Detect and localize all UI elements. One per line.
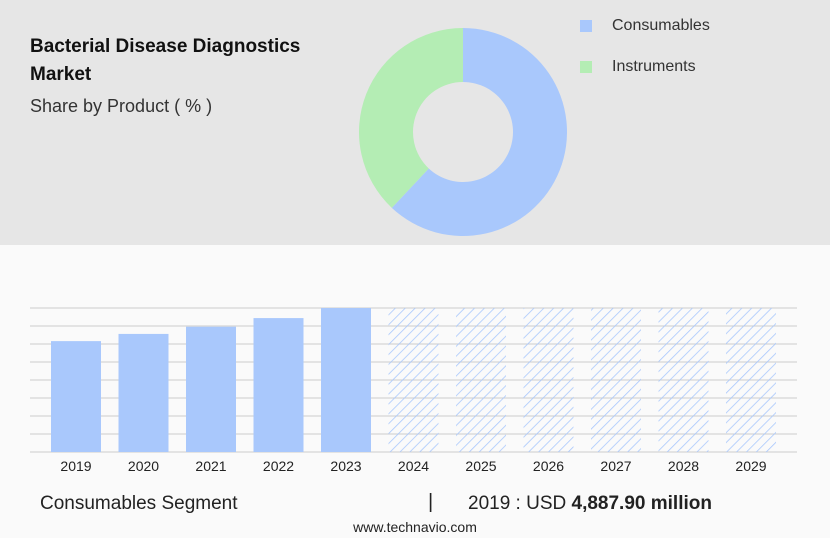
footer-separator: | <box>428 491 434 513</box>
bar-2023 <box>321 308 371 452</box>
x-tick-label: 2029 <box>735 458 766 474</box>
footer-value: 4,887.90 million <box>571 493 712 514</box>
bar-2029 <box>726 308 776 452</box>
x-tick-label: 2027 <box>600 458 631 474</box>
x-tick-label: 2025 <box>465 458 496 474</box>
bar-2024 <box>388 308 439 452</box>
donut-slice-instruments <box>359 28 463 208</box>
legend-label-instruments: Instruments <box>612 58 696 75</box>
legend-swatch-instruments <box>580 61 592 73</box>
legend-item-consumables: Consumables <box>580 14 710 38</box>
legend-item-instruments: Instruments <box>580 55 710 79</box>
x-tick-label: 2023 <box>330 458 361 474</box>
bar-2026 <box>523 308 574 452</box>
x-tick-label: 2022 <box>263 458 294 474</box>
footer-year-prefix: 2019 : USD <box>468 493 567 514</box>
x-tick-label: 2024 <box>398 458 429 474</box>
bar-2025 <box>456 308 506 452</box>
segment-label: Consumables Segment <box>40 493 238 514</box>
bar-2022 <box>253 318 304 452</box>
legend: Consumables Instruments <box>580 14 710 96</box>
footer-metric: 2019 : USD 4,887.90 million <box>468 493 712 515</box>
x-tick-label: 2019 <box>60 458 91 474</box>
x-tick-label: 2020 <box>128 458 159 474</box>
x-tick-label: 2026 <box>533 458 564 474</box>
chart-title: Bacterial Disease Diagnostics Market <box>30 36 301 85</box>
source-url: www.technavio.com <box>353 519 477 535</box>
legend-label-consumables: Consumables <box>612 17 710 34</box>
bar-2027 <box>591 308 641 452</box>
bar-2021 <box>186 326 236 452</box>
donut-slice-consumables <box>391 28 567 236</box>
x-tick-label: 2021 <box>195 458 226 474</box>
donut-chart <box>359 28 567 236</box>
bar-2028 <box>658 308 709 452</box>
chart-subtitle: Share by Product ( % ) <box>30 96 213 116</box>
bar-2019 <box>51 341 101 452</box>
bar-2020 <box>118 333 169 452</box>
x-tick-label: 2028 <box>668 458 699 474</box>
legend-swatch-consumables <box>580 20 592 32</box>
